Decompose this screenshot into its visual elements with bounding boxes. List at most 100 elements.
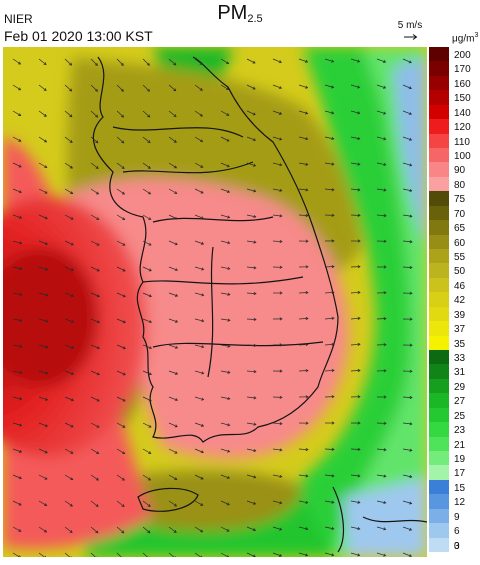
wind-vector <box>12 526 22 532</box>
wind-vector <box>272 343 283 347</box>
colorbar-label-33: 33 <box>454 353 466 364</box>
dark-red-core <box>3 247 98 387</box>
wind-vector <box>402 500 413 505</box>
wind-vector <box>376 500 387 505</box>
colorbar-cell-21 <box>429 436 449 452</box>
colorbar-label-110: 110 <box>454 136 470 148</box>
wind-vector <box>38 110 47 117</box>
colorbar-label-160: 160 <box>454 78 471 90</box>
wind-vector <box>272 84 283 90</box>
wind-vector <box>298 84 309 89</box>
wind-vector <box>38 136 48 143</box>
wind-vector <box>142 162 151 169</box>
wind-vector <box>350 395 361 399</box>
wind-vector <box>246 188 257 193</box>
wind-vector <box>402 552 413 557</box>
wind-vector <box>220 500 230 506</box>
wind-vector <box>194 110 203 117</box>
wind-vector <box>376 317 387 321</box>
east-sea-light-green-zone <box>333 47 427 557</box>
wind-vector <box>350 213 361 217</box>
wind-vector <box>168 474 178 480</box>
wind-vector <box>116 110 125 118</box>
wind-vector <box>116 474 125 481</box>
colorbar-cell-27 <box>429 393 449 409</box>
wind-vector <box>324 395 335 399</box>
colorbar-label-65: 65 <box>454 223 466 235</box>
wind-vector <box>142 110 151 118</box>
wind-vector <box>298 448 309 452</box>
wind-vector <box>168 240 178 246</box>
wind-vector <box>194 162 204 168</box>
wind-vector <box>38 370 49 375</box>
colorbar-cell-60 <box>429 234 449 250</box>
wind-vector <box>402 58 412 64</box>
wind-vector <box>402 110 413 116</box>
wind-vector <box>194 370 205 375</box>
wind-vector <box>220 318 231 322</box>
colorbar-cell-170 <box>429 61 449 77</box>
wind-vector <box>12 292 23 296</box>
wind-vector <box>194 266 205 271</box>
wind-vector <box>246 110 256 116</box>
wind-vector <box>90 422 100 428</box>
wind-vector <box>64 526 73 533</box>
colorbar <box>429 47 449 553</box>
wind-vector <box>38 318 49 323</box>
wind-vector <box>38 448 48 454</box>
wind-vector <box>298 239 309 243</box>
wind-vector <box>90 500 99 507</box>
colorbar-cell-29 <box>429 378 449 394</box>
wind-vector <box>12 370 23 375</box>
wind-vector <box>220 396 231 401</box>
wind-vector <box>194 240 205 245</box>
wind-vector <box>324 526 335 531</box>
colorbar-label-23: 23 <box>454 425 466 437</box>
wind-vector <box>220 188 231 193</box>
wind-vector <box>64 292 75 297</box>
wind-vector <box>246 266 257 270</box>
wind-vector <box>64 266 74 272</box>
wind-vector <box>272 448 283 452</box>
wind-vector <box>324 110 335 115</box>
wind-vector <box>168 422 178 428</box>
wind-vector <box>90 162 99 169</box>
wind-vector <box>142 552 150 557</box>
wind-vector <box>64 448 74 454</box>
wind-vector <box>90 370 100 376</box>
map-canvas <box>3 47 427 557</box>
wind-vector <box>298 316 309 321</box>
wind-vector <box>298 369 309 373</box>
wind-vector <box>220 110 230 116</box>
wind-vector <box>64 110 73 118</box>
wind-vector <box>142 344 153 350</box>
wind-vector <box>272 58 282 64</box>
colorbar-cell-65 <box>429 220 449 236</box>
wind-vector <box>168 84 177 92</box>
wind-vector <box>12 422 23 427</box>
wind-vector <box>12 188 22 194</box>
colorbar-label-75: 75 <box>454 194 466 206</box>
wind-vector <box>64 552 72 557</box>
colorbar-cell-55 <box>429 249 449 264</box>
wind-vector <box>246 448 257 453</box>
wind-vector <box>402 214 413 218</box>
wind-vector <box>298 58 309 63</box>
colorbar-label-170: 170 <box>454 64 471 76</box>
wind-vector <box>324 500 335 504</box>
wind-vector <box>324 552 335 557</box>
wind-vector <box>168 266 179 272</box>
wind-vector <box>142 396 152 402</box>
wind-vector <box>116 162 125 169</box>
wind-vector <box>220 552 229 557</box>
wind-vector <box>402 136 413 141</box>
wind-vector <box>38 552 47 557</box>
wind-vector <box>38 58 47 66</box>
korea-peninsula-outline <box>92 56 339 443</box>
wind-vector <box>168 448 178 454</box>
wind-vector <box>246 500 257 505</box>
colorbar-cell-23 <box>429 422 449 438</box>
wind-vector <box>246 162 257 167</box>
wind-vector <box>90 136 99 144</box>
wind-vector <box>376 84 387 89</box>
